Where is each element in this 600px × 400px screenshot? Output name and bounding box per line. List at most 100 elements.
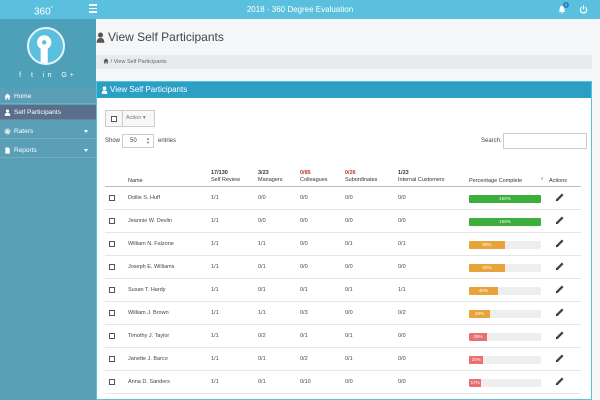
table-row: Timothy J. Taylor 1/1 0/2 0/1 0/1 0/0 25% bbox=[105, 325, 581, 348]
cell-self: 1/1 bbox=[211, 264, 219, 270]
row-checkbox[interactable] bbox=[109, 218, 115, 224]
select-all-checkbox[interactable] bbox=[111, 116, 117, 122]
chevron-down-icon bbox=[84, 130, 88, 133]
edit-pencil-icon[interactable] bbox=[554, 330, 565, 341]
user-icon bbox=[96, 32, 105, 43]
edit-pencil-icon[interactable] bbox=[554, 284, 565, 295]
cell-managers: 0/2 bbox=[258, 333, 266, 339]
hamburger-menu-icon[interactable] bbox=[89, 4, 97, 14]
cell-name: Janette J. Barco bbox=[128, 356, 168, 362]
cell-self: 1/1 bbox=[211, 379, 219, 385]
sidebar-item-label: Raters bbox=[14, 128, 34, 135]
app-title: 2018 - 360 Degree Evaluation bbox=[246, 5, 354, 14]
home-icon bbox=[4, 93, 11, 100]
header-percentage-complete[interactable]: Percentage Complete bbox=[469, 178, 523, 184]
cell-managers: 0/1 bbox=[258, 356, 266, 362]
header-subordinates[interactable]: 0/26 Subordinates bbox=[345, 170, 378, 183]
row-checkbox[interactable] bbox=[109, 241, 115, 247]
cell-colleagues: 0/10 bbox=[300, 379, 311, 385]
home-icon[interactable] bbox=[103, 58, 109, 64]
row-checkbox[interactable] bbox=[109, 356, 115, 362]
sidebar-item-reports[interactable]: Reports bbox=[0, 143, 96, 158]
cell-subordinates: 0/0 bbox=[345, 264, 353, 270]
sidebar-item-label: Self Participants bbox=[14, 109, 61, 116]
cell-internal: 0/0 bbox=[398, 379, 406, 385]
progress-bar: 40% bbox=[469, 287, 541, 295]
row-checkbox[interactable] bbox=[109, 379, 115, 385]
panel-header: View Self Participants bbox=[97, 82, 591, 98]
cell-name: Jeannie W. Devlin bbox=[128, 218, 173, 224]
cell-self: 1/1 bbox=[211, 356, 219, 362]
table-row: Dollie S. Huff 1/1 0/0 0/0 0/0 0/0 100% bbox=[105, 187, 581, 210]
cell-internal: 0/1 bbox=[398, 241, 406, 247]
sidebar-item-label: Reports bbox=[14, 147, 37, 154]
progress-bar: 100% bbox=[469, 195, 541, 203]
entries-select-value: 50 bbox=[130, 138, 137, 144]
edit-pencil-icon[interactable] bbox=[554, 353, 565, 364]
cell-name: William N. Falzone bbox=[128, 241, 174, 247]
twitter-icon[interactable]: t bbox=[31, 72, 36, 79]
cell-managers: 0/1 bbox=[258, 264, 266, 270]
row-checkbox[interactable] bbox=[109, 264, 115, 270]
user-icon bbox=[4, 109, 11, 116]
cell-managers: 1/1 bbox=[258, 241, 266, 247]
power-icon[interactable] bbox=[579, 5, 588, 14]
facebook-icon[interactable]: f bbox=[19, 72, 25, 79]
cell-colleagues: 0/1 bbox=[300, 333, 308, 339]
cell-subordinates: 0/1 bbox=[345, 241, 353, 247]
logo-degree: ° bbox=[50, 6, 53, 12]
logo-text: 360 bbox=[34, 6, 51, 18]
sidebar-item-label: Home bbox=[14, 93, 32, 100]
row-checkbox[interactable] bbox=[109, 333, 115, 339]
google-plus-icon[interactable]: G+ bbox=[61, 72, 77, 79]
edit-pencil-icon[interactable] bbox=[554, 192, 565, 203]
edit-pencil-icon[interactable] bbox=[554, 307, 565, 318]
sort-arrow-icon[interactable]: ▼ bbox=[540, 176, 544, 181]
entries-select[interactable]: 50 ▲ ▼ bbox=[122, 134, 154, 148]
header-colleagues[interactable]: 0/85 Colleagues bbox=[300, 170, 328, 183]
progress-bar: 29% bbox=[469, 310, 541, 318]
action-dropdown[interactable]: Action ▾ bbox=[122, 111, 155, 126]
sidebar-item-self-participants[interactable]: Self Participants bbox=[0, 105, 96, 120]
avatar[interactable] bbox=[27, 27, 65, 65]
cell-internal: 0/0 bbox=[398, 333, 406, 339]
linkedin-icon[interactable]: in bbox=[42, 72, 55, 79]
progress-bar: 100% bbox=[469, 218, 541, 226]
table-row: Jeannie W. Devlin 1/1 0/0 0/0 0/0 0/0 100% bbox=[105, 210, 581, 233]
edit-pencil-icon[interactable] bbox=[554, 238, 565, 249]
table-row: Susan T. Hardy 1/1 0/1 0/1 0/1 1/1 40% bbox=[105, 279, 581, 302]
app-logo[interactable]: 360° bbox=[0, 0, 96, 19]
search-input[interactable] bbox=[503, 133, 587, 149]
row-checkbox[interactable] bbox=[109, 195, 115, 201]
header-internal-customers[interactable]: 1/23 Internal Customers bbox=[398, 170, 445, 183]
page-title-text: View Self Participants bbox=[108, 30, 224, 44]
cell-subordinates: 0/0 bbox=[345, 379, 353, 385]
show-label: Show bbox=[105, 138, 121, 144]
person-silhouette-icon bbox=[37, 35, 52, 63]
table-row: Joseph E. Williams 1/1 0/1 0/0 0/0 0/0 50% bbox=[105, 256, 581, 279]
cell-internal: 0/0 bbox=[398, 218, 406, 224]
edit-pencil-icon[interactable] bbox=[554, 261, 565, 272]
user-icon bbox=[101, 86, 108, 94]
cell-subordinates: 0/0 bbox=[345, 310, 353, 316]
header-self-review[interactable]: 17/130 Self Review bbox=[211, 170, 241, 183]
cell-subordinates: 0/1 bbox=[345, 333, 353, 339]
cell-internal: 0/0 bbox=[398, 264, 406, 270]
progress-fill: 40% bbox=[469, 287, 498, 295]
header-count: 17/130 bbox=[211, 170, 228, 176]
edit-pencil-icon[interactable] bbox=[554, 376, 565, 387]
table-row: William J. Brown 1/1 1/1 0/3 0/0 0/2 29% bbox=[105, 302, 581, 325]
cell-subordinates: 0/1 bbox=[345, 356, 353, 362]
cell-colleagues: 0/0 bbox=[300, 264, 308, 270]
header-name[interactable]: Name bbox=[128, 178, 143, 184]
sidebar-item-raters[interactable]: Raters bbox=[0, 124, 96, 139]
header-managers[interactable]: 3/23 Managers bbox=[258, 170, 283, 183]
edit-pencil-icon[interactable] bbox=[554, 215, 565, 226]
row-checkbox[interactable] bbox=[109, 287, 115, 293]
top-bar: 360° 2018 - 360 Degree Evaluation 1 bbox=[0, 0, 600, 19]
sidebar-item-home[interactable]: Home bbox=[0, 89, 96, 104]
document-icon bbox=[5, 147, 10, 154]
sidebar: f t in G+ Home Self Participants Raters … bbox=[0, 19, 96, 400]
cell-colleagues: 0/2 bbox=[300, 356, 308, 362]
row-checkbox[interactable] bbox=[109, 310, 115, 316]
